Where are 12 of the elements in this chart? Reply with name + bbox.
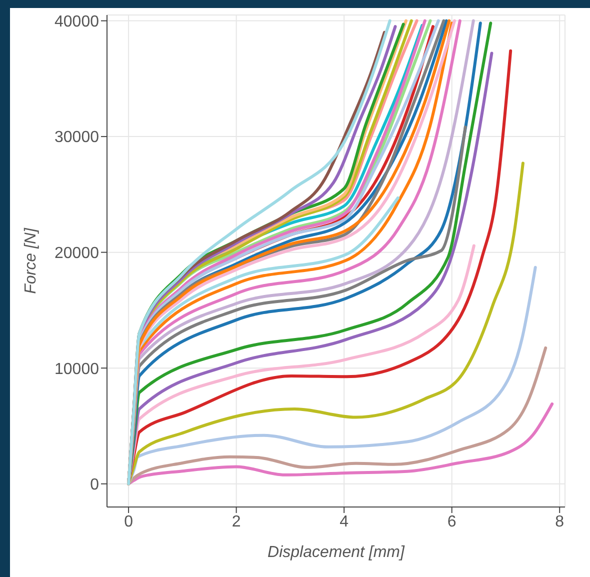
x-tick-label: 0 bbox=[124, 513, 134, 530]
y-tick-label: 30000 bbox=[54, 129, 100, 146]
y-tick-label: 20000 bbox=[54, 245, 100, 262]
x-tick-label: 6 bbox=[447, 513, 456, 530]
x-tick-label: 4 bbox=[340, 513, 349, 530]
x-tick-label: 2 bbox=[232, 513, 241, 530]
x-tick-label: 8 bbox=[555, 513, 564, 530]
y-tick-label: 40000 bbox=[54, 13, 100, 30]
y-tick-label: 10000 bbox=[54, 360, 100, 378]
y-axis-title: Force [N] bbox=[22, 228, 40, 294]
y-tick-label: 0 bbox=[90, 476, 100, 494]
x-axis-title: Displacement [mm] bbox=[268, 544, 406, 561]
